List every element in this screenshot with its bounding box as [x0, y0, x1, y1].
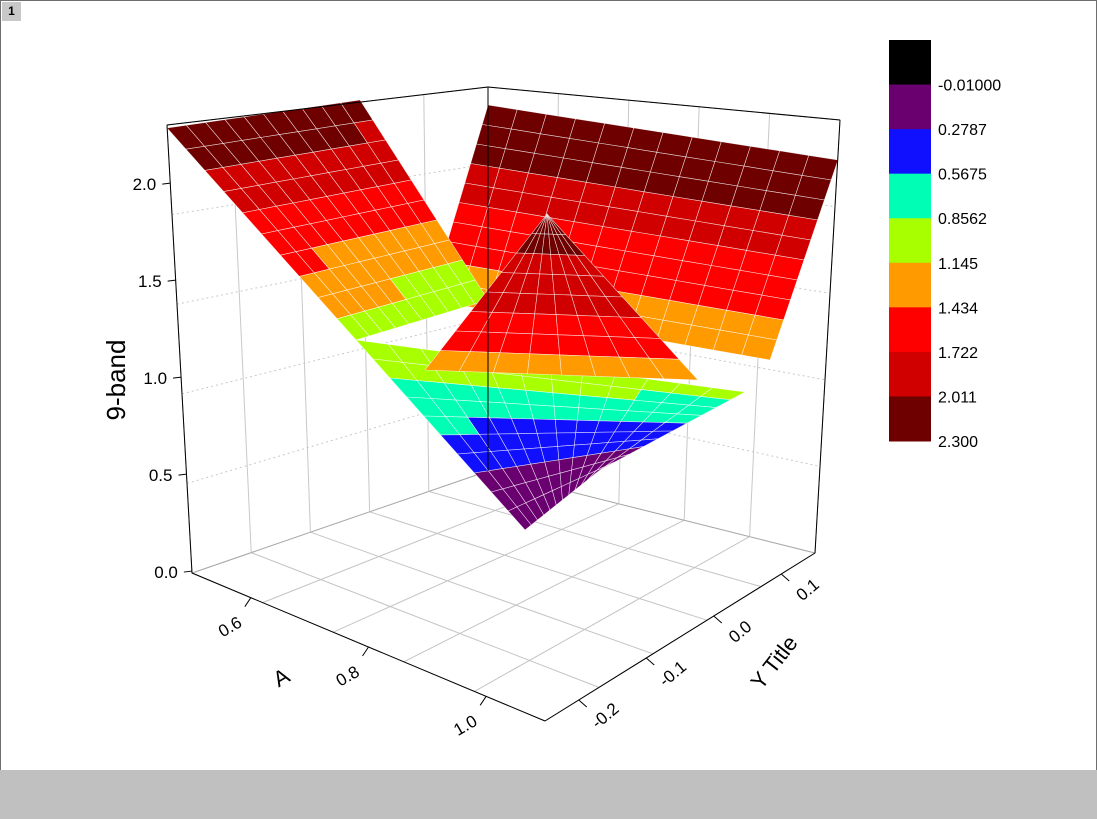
axis-line: [166, 124, 193, 574]
color-scale-legend: -0.01000 0.2787 0.5675 0.8562 1.145 1.434 1.72…: [889, 40, 1001, 451]
legend-level-label: 2.300: [938, 434, 978, 451]
legend-level-label: 2.011: [938, 389, 977, 406]
legend-swatch: [889, 262, 931, 308]
y-tick-label: -0.2: [588, 699, 623, 732]
surface-peak-cell: [531, 313, 559, 336]
legend-level-label: 0.8562: [938, 211, 987, 228]
legend-level-label: 1.145: [938, 256, 978, 273]
legend-swatch: [889, 40, 931, 86]
page-tab[interactable]: 1: [2, 2, 21, 21]
legend-swatch: [889, 307, 931, 353]
y-tick-mark: [780, 573, 790, 582]
surface-peak-cell: [529, 333, 561, 356]
surface-peak-cell: [648, 357, 699, 381]
x-tick-mark: [479, 696, 487, 706]
axis-line: [166, 86, 489, 126]
legend-swatch: [889, 218, 931, 264]
surface-valley-cell: [529, 404, 556, 420]
surface-valley-cell: [578, 394, 608, 410]
surface-valley-cell: [552, 392, 581, 409]
z-axis-title: 9-band: [101, 340, 131, 421]
y-tick-mark: [713, 615, 723, 624]
x-tick-label: 1.0: [450, 711, 480, 739]
surface-plot: [166, 99, 839, 531]
y-tick-mark: [645, 657, 655, 666]
surface-valley-cell: [576, 407, 604, 422]
y-axis-title: Y Title: [746, 631, 803, 694]
surface-valley-cell: [536, 432, 559, 449]
surface-valley-cell: [525, 389, 555, 407]
surface-valley-cell: [556, 432, 577, 447]
z-tick-label: 1.0: [143, 369, 167, 388]
z-tick-label: 0.0: [154, 563, 178, 582]
legend-level-label: 0.5675: [938, 167, 987, 184]
axis-line: [544, 552, 816, 722]
floor-gridline: [369, 511, 708, 621]
legend-swatch: [889, 129, 931, 175]
floor-gridline: [332, 503, 620, 633]
surface-peak-cell: [527, 353, 562, 376]
legend-swatch: [889, 84, 931, 130]
x-tick-mark: [362, 646, 369, 657]
legend-level-label: -0.01000: [938, 78, 1001, 95]
surface-back-cell: [741, 334, 778, 361]
z-tick-mark: [173, 376, 182, 379]
legend-swatch: [889, 396, 931, 442]
surface-peak-cell: [536, 273, 555, 295]
x-axis-title: A: [269, 663, 294, 692]
z-tick-mark: [178, 473, 187, 476]
surface-valley-cell: [533, 418, 557, 434]
y-tick-label: 0.0: [725, 617, 755, 647]
surface-peak-cell: [539, 253, 553, 275]
z-tick-mark: [162, 182, 171, 185]
axis-line: [487, 86, 841, 121]
surface-peak-cell: [492, 352, 531, 375]
legend-level-label: 1.722: [938, 345, 978, 362]
floor-gridline: [251, 552, 600, 688]
y-tick-label: 0.1: [793, 575, 823, 605]
legend-level-label: 0.2787: [938, 122, 987, 139]
z-tick-mark: [167, 279, 176, 282]
floor-gridline: [428, 490, 762, 588]
axis-line: [814, 119, 841, 554]
floor-gridline: [474, 536, 750, 692]
surface-valley-cell: [554, 419, 578, 434]
surface-valley-cell: [593, 461, 615, 476]
x-tick-mark: [244, 597, 252, 607]
z-tick-label: 2.0: [133, 175, 157, 194]
floor-grid: [190, 470, 817, 722]
surface-peak-cell: [534, 293, 557, 315]
floor-gridline: [310, 531, 654, 655]
z-tick-mark: [183, 570, 192, 573]
z-tick-label: 1.5: [138, 272, 162, 291]
legend-swatch: [889, 351, 931, 397]
surface-chart: 0.0 0.5 1.0 1.5 2.0 0.6 0.8 1.0 0.1 0.0 -0.1 -0.2 9…: [101, 40, 1001, 740]
y-tick-label: -0.1: [655, 657, 690, 690]
z-tick-label: 0.5: [149, 466, 173, 485]
surface-valley-cell: [553, 405, 580, 421]
x-tick-label: 0.6: [215, 613, 245, 641]
legend-swatch: [889, 173, 931, 219]
floor-gridline: [403, 519, 685, 663]
x-tick-label: 0.8: [333, 662, 363, 690]
legend-level-label: 1.434: [938, 300, 978, 317]
y-tick-mark: [578, 699, 588, 708]
status-bar: [0, 770, 1097, 819]
